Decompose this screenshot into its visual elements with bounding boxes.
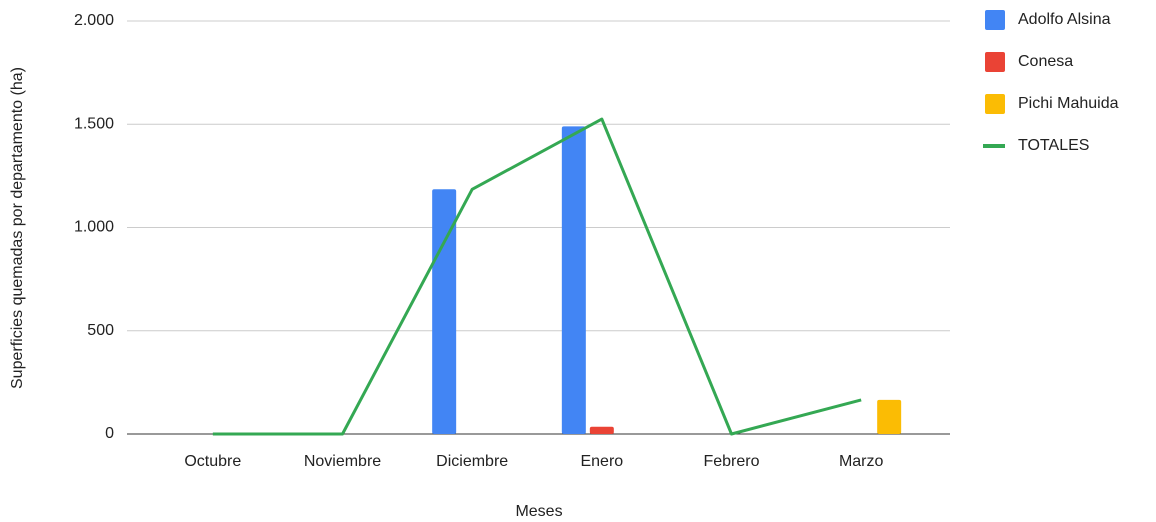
bar: [589, 426, 614, 434]
x-tick-label: Febrero: [703, 453, 759, 470]
legend-swatch: [985, 10, 1005, 30]
x-tick-label: Enero: [580, 453, 623, 470]
y-axis-title: Superficies quemadas por departamento (h…: [9, 67, 26, 389]
y-tick-label: 0: [105, 425, 114, 442]
legend-label: Pichi Mahuida: [1018, 95, 1119, 112]
x-tick-label: Diciembre: [436, 453, 508, 470]
y-tick-label: 1.000: [74, 219, 114, 236]
legend-label: Conesa: [1018, 53, 1073, 70]
legend-swatch: [985, 52, 1005, 72]
y-tick-label: 2.000: [74, 12, 114, 29]
x-tick-label: Octubre: [184, 453, 241, 470]
legend-swatch: [985, 94, 1005, 114]
bar: [561, 126, 586, 434]
bar: [877, 399, 902, 434]
x-tick-label: Marzo: [839, 453, 884, 470]
legend-label: TOTALES: [1018, 137, 1089, 154]
legend-label: Adolfo Alsina: [1018, 11, 1111, 28]
line: [212, 117, 862, 436]
y-tick-label: 500: [87, 322, 114, 339]
x-tick-label: Noviembre: [304, 453, 381, 470]
y-tick-label: 1.500: [74, 115, 114, 132]
x-axis-title: Meses: [515, 503, 562, 520]
